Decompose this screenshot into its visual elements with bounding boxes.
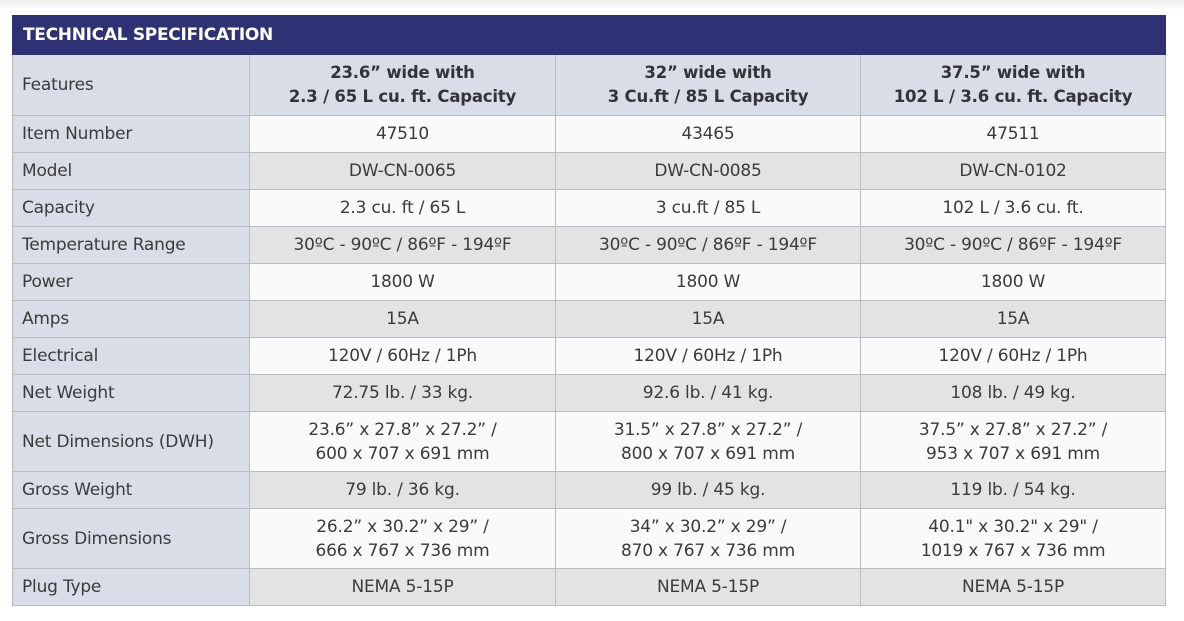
model-column-header: 32” wide with 3 Cu.ft / 85 L Capacity <box>555 54 861 116</box>
cell-line: 23.6” x 27.8” x 27.2” / <box>308 419 497 440</box>
cell-line: 31.5” x 27.8” x 27.2” / <box>613 419 803 440</box>
features-header-row: Features 23.6” wide with 2.3 / 65 L cu. … <box>12 54 1167 116</box>
cell-value: 119 lb. / 54 kg. <box>859 471 1167 509</box>
cell-line: 800 x 707 x 691 mm <box>620 443 795 464</box>
table-row: Power 1800 W 1800 W 1800 W <box>12 263 1167 301</box>
table-row: Capacity 2.3 cu. ft / 65 L 3 cu.ft / 85 … <box>12 189 1167 227</box>
cell-value: 15A <box>859 300 1167 338</box>
cell-value: 26.2” x 30.2” x 29” / 666 x 767 x 736 mm <box>249 508 556 569</box>
row-label: Features <box>12 54 250 116</box>
row-label: Gross Weight <box>12 471 250 509</box>
row-label: Model <box>12 152 250 190</box>
row-label: Electrical <box>12 337 250 375</box>
cell-value: 2.3 cu. ft / 65 L <box>249 189 556 227</box>
header-line: 2.3 / 65 L cu. ft. Capacity <box>288 87 517 106</box>
table-row: Item Number 47510 43465 47511 <box>12 115 1167 153</box>
cell-line: 26.2” x 30.2” x 29” / <box>316 516 489 537</box>
row-label: Net Weight <box>12 374 250 412</box>
cell-line: 40.1" x 30.2" x 29" / <box>928 516 1098 537</box>
row-label: Net Dimensions (DWH) <box>12 411 250 472</box>
model-column-header: 37.5” wide with 102 L / 3.6 cu. ft. Capa… <box>859 54 1167 116</box>
cell-value: DW-CN-0102 <box>859 152 1167 190</box>
model-column-header: 23.6” wide with 2.3 / 65 L cu. ft. Capac… <box>249 54 556 116</box>
table-row: Plug Type NEMA 5-15P NEMA 5-15P NEMA 5-1… <box>12 568 1167 606</box>
cell-value: 120V / 60Hz / 1Ph <box>555 337 861 375</box>
cell-value: NEMA 5-15P <box>555 568 861 606</box>
header-line: 3 Cu.ft / 85 L Capacity <box>607 87 809 106</box>
cell-value: 72.75 lb. / 33 kg. <box>249 374 556 412</box>
header-line: 23.6” wide with <box>330 63 475 82</box>
cell-value: 102 L / 3.6 cu. ft. <box>859 189 1167 227</box>
cell-value: 79 lb. / 36 kg. <box>249 471 556 509</box>
cell-value: 31.5” x 27.8” x 27.2” / 800 x 707 x 691 … <box>555 411 861 472</box>
header-line: 37.5” wide with <box>940 63 1086 82</box>
table-row: Net Weight 72.75 lb. / 33 kg. 92.6 lb. /… <box>12 374 1167 412</box>
row-label: Plug Type <box>12 568 250 606</box>
cell-line: 666 x 767 x 736 mm <box>315 540 490 561</box>
cell-value: 23.6” x 27.8” x 27.2” / 600 x 707 x 691 … <box>249 411 556 472</box>
cell-value: 40.1" x 30.2" x 29" / 1019 x 767 x 736 m… <box>859 508 1167 569</box>
cell-value: 108 lb. / 49 kg. <box>859 374 1167 412</box>
row-label: Item Number <box>12 115 250 153</box>
cell-line: 37.5” x 27.8” x 27.2” / <box>918 419 1108 440</box>
table-row: Gross Weight 79 lb. / 36 kg. 99 lb. / 45… <box>12 471 1167 509</box>
cell-value: 47511 <box>859 115 1167 153</box>
cell-value: 37.5” x 27.8” x 27.2” / 953 x 707 x 691 … <box>859 411 1167 472</box>
cell-value: 30ºC - 90ºC / 86ºF - 194ºF <box>859 226 1167 264</box>
cell-value: 120V / 60Hz / 1Ph <box>249 337 556 375</box>
cell-value: 15A <box>249 300 556 338</box>
cell-line: 600 x 707 x 691 mm <box>315 443 490 464</box>
cell-line: 870 x 767 x 736 mm <box>620 540 795 561</box>
cell-value: NEMA 5-15P <box>249 568 556 606</box>
table-row: Net Dimensions (DWH) 23.6” x 27.8” x 27.… <box>12 411 1167 472</box>
table-row: Electrical 120V / 60Hz / 1Ph 120V / 60Hz… <box>12 337 1167 375</box>
cell-value: 30ºC - 90ºC / 86ºF - 194ºF <box>249 226 556 264</box>
cell-value: DW-CN-0065 <box>249 152 556 190</box>
table-row: Temperature Range 30ºC - 90ºC / 86ºF - 1… <box>12 226 1167 264</box>
technical-specification-table: TECHNICAL SPECIFICATION Features 23.6” w… <box>11 15 1167 606</box>
cell-value: 1800 W <box>249 263 556 301</box>
cell-line: 953 x 707 x 691 mm <box>926 443 1101 464</box>
cell-line: 34” x 30.2” x 29” / <box>629 516 787 537</box>
row-label: Power <box>12 263 250 301</box>
cell-line: 1019 x 767 x 736 mm <box>920 540 1106 561</box>
row-label: Amps <box>12 300 250 338</box>
cell-value: 120V / 60Hz / 1Ph <box>859 337 1167 375</box>
cell-value: 3 cu.ft / 85 L <box>555 189 861 227</box>
cell-value: 99 lb. / 45 kg. <box>555 471 861 509</box>
table-row: Amps 15A 15A 15A <box>12 300 1167 338</box>
row-label: Temperature Range <box>12 226 250 264</box>
cell-value: 15A <box>555 300 861 338</box>
cell-value: 34” x 30.2” x 29” / 870 x 767 x 736 mm <box>555 508 861 569</box>
cell-value: 92.6 lb. / 41 kg. <box>555 374 861 412</box>
row-label: Capacity <box>12 189 250 227</box>
cell-value: 1800 W <box>859 263 1167 301</box>
cell-value: 43465 <box>555 115 861 153</box>
cell-value: 47510 <box>249 115 556 153</box>
cell-value: 1800 W <box>555 263 861 301</box>
cell-value: 30ºC - 90ºC / 86ºF - 194ºF <box>555 226 861 264</box>
row-label: Gross Dimensions <box>12 508 250 569</box>
table-title: TECHNICAL SPECIFICATION <box>11 15 1167 55</box>
cell-value: DW-CN-0085 <box>555 152 861 190</box>
header-line: 32” wide with <box>644 63 772 82</box>
table-row: Model DW-CN-0065 DW-CN-0085 DW-CN-0102 <box>12 152 1167 190</box>
cell-value: NEMA 5-15P <box>859 568 1167 606</box>
table-row: Gross Dimensions 26.2” x 30.2” x 29” / 6… <box>12 508 1167 569</box>
header-line: 102 L / 3.6 cu. ft. Capacity <box>893 87 1133 106</box>
top-shadow <box>0 0 1184 10</box>
